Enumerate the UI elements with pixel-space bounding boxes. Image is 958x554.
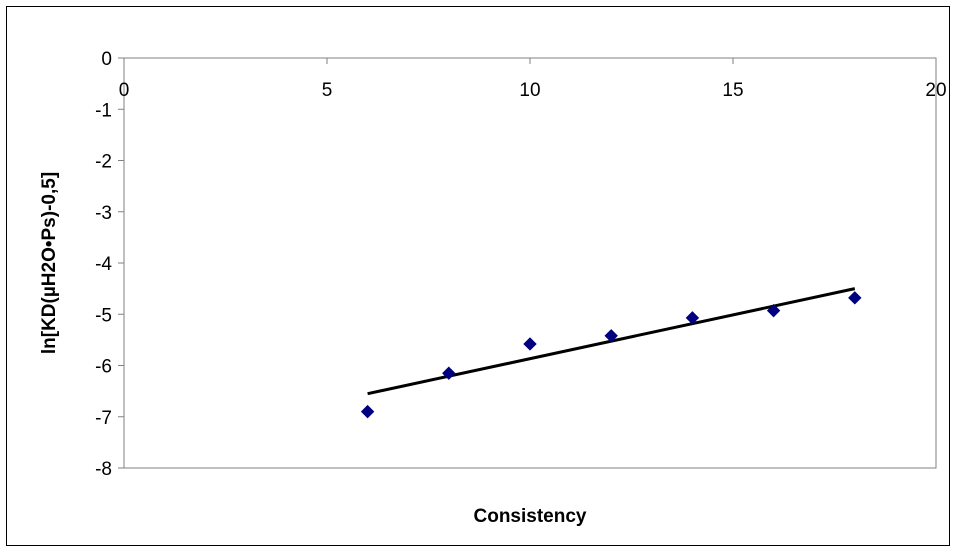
y-axis-title: ln[KD(µH2O•Ps)-0,5] <box>39 172 60 354</box>
x-tick-label: 5 <box>322 80 333 101</box>
y-tick-label: -7 <box>95 408 112 429</box>
data-points <box>360 291 862 419</box>
y-tick-label: -8 <box>95 459 112 480</box>
x-tick-label: 15 <box>722 80 743 101</box>
y-tick-label: -5 <box>95 305 112 326</box>
y-tick-label: -4 <box>95 254 112 275</box>
x-tick-label: 0 <box>119 80 130 101</box>
y-tick-label: -6 <box>95 357 112 378</box>
x-tick-label: 20 <box>925 80 946 101</box>
y-tick-label: -3 <box>95 203 112 224</box>
data-point <box>604 329 618 343</box>
data-point <box>766 303 781 318</box>
data-point <box>685 311 700 325</box>
plot-area <box>123 57 937 469</box>
x-tick-label: 10 <box>519 80 540 101</box>
data-point <box>523 337 537 351</box>
y-tick-label: 0 <box>101 49 112 70</box>
data-point <box>848 291 862 305</box>
data-point <box>442 366 456 380</box>
data-point <box>360 404 375 419</box>
y-ticks: 0 -1 -2 -3 -4 -5 -6 -7 -8 <box>95 49 124 480</box>
y-tick-label: -1 <box>95 100 112 121</box>
x-ticks: 0 5 10 15 20 <box>119 58 947 101</box>
x-axis-title: Consistency <box>474 506 587 527</box>
y-tick-label: -2 <box>95 152 112 173</box>
